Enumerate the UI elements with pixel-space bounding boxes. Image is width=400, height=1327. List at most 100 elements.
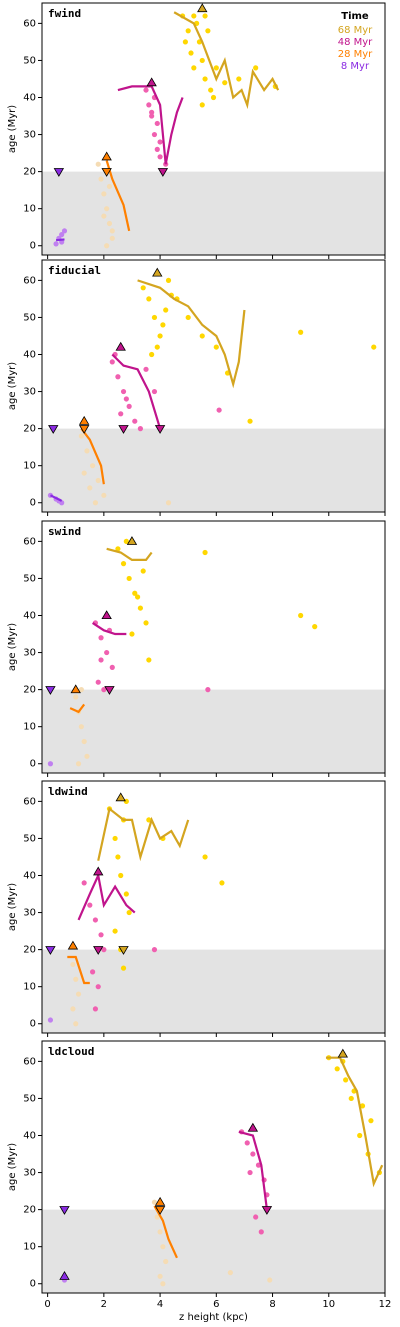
legend-entry: 68 Myr — [338, 25, 373, 36]
y-tick-label: 30 — [23, 387, 36, 398]
point — [146, 296, 152, 302]
point — [151, 388, 158, 395]
point — [149, 109, 155, 115]
point — [92, 500, 99, 506]
point — [149, 113, 155, 119]
y-tick-label: 50 — [23, 55, 36, 66]
median-line — [173, 11, 280, 110]
y-axis-label: age (Myr) — [7, 105, 18, 153]
point — [312, 624, 318, 630]
marker-down — [118, 425, 129, 434]
y-tick-label: 40 — [23, 611, 36, 622]
marker-down — [48, 425, 59, 434]
point — [104, 243, 110, 249]
y-tick-label: 10 — [23, 1242, 36, 1253]
point — [343, 1077, 349, 1083]
point — [140, 285, 146, 291]
point — [348, 1095, 354, 1102]
point — [95, 679, 101, 685]
point — [191, 65, 197, 71]
marker-up — [67, 940, 79, 950]
point — [216, 407, 222, 413]
y-tick-label: 20 — [23, 945, 36, 956]
point — [213, 344, 219, 350]
marker-up — [93, 866, 104, 876]
point — [143, 87, 149, 93]
point — [109, 359, 115, 365]
point — [222, 80, 228, 86]
point — [75, 991, 82, 997]
point — [78, 687, 84, 693]
y-tick-label: 0 — [30, 1279, 36, 1290]
point — [219, 880, 225, 886]
point — [123, 396, 129, 402]
y-tick-label: 20 — [23, 1205, 36, 1216]
y-tick-label: 60 — [23, 275, 36, 286]
point — [244, 1140, 250, 1146]
frame — [41, 520, 386, 774]
point — [70, 961, 76, 968]
x-tick-label: 6 — [213, 1299, 219, 1310]
point — [126, 403, 132, 409]
marker-down — [101, 168, 112, 177]
x-tick-label: 2 — [101, 1299, 107, 1310]
point — [98, 176, 104, 182]
y-axis-label: age (Myr) — [7, 883, 18, 931]
point — [157, 154, 163, 160]
point — [92, 1006, 99, 1012]
point — [78, 433, 84, 439]
x-axis-label: z height (kpc) — [179, 1312, 248, 1323]
point — [236, 76, 242, 82]
point — [146, 102, 152, 108]
point — [227, 1270, 233, 1276]
point — [112, 928, 118, 934]
point — [53, 241, 59, 247]
marker-up — [59, 1271, 70, 1280]
marker-down — [154, 1206, 166, 1215]
point — [70, 1006, 76, 1012]
marker-up — [247, 1122, 259, 1132]
panel-label: swind — [48, 525, 81, 538]
point — [120, 965, 127, 971]
legend-title: Time — [341, 11, 369, 22]
point — [143, 620, 149, 626]
point — [143, 366, 149, 372]
x-tick-label: 4 — [157, 1299, 163, 1310]
panel: 0 10 20 30 40 50 60 age (Myr) ldwind — [7, 780, 386, 1037]
point — [109, 664, 115, 670]
shaded-region — [42, 171, 385, 255]
point — [298, 612, 304, 619]
point — [208, 87, 214, 93]
panel-label: ldcloud — [48, 1045, 94, 1058]
point — [160, 1281, 166, 1287]
median-line — [325, 1056, 384, 1188]
point — [73, 694, 79, 700]
marker-down — [93, 946, 104, 955]
point — [157, 1229, 163, 1235]
point — [126, 575, 132, 582]
y-tick-label: 60 — [23, 796, 36, 807]
point — [123, 538, 129, 544]
point — [112, 835, 118, 842]
y-tick-label: 60 — [23, 1056, 36, 1067]
y-tick-label: 50 — [23, 833, 36, 844]
point — [84, 753, 90, 759]
point — [75, 761, 82, 767]
marker-up — [101, 610, 112, 620]
y-axis-label: age (Myr) — [7, 362, 18, 410]
panel: 0 10 20 30 40 50 60 age (Myr) fiducial — [7, 259, 386, 516]
point — [154, 120, 160, 127]
marker-up — [197, 3, 208, 13]
y-tick-label: 40 — [23, 350, 36, 361]
point — [104, 649, 110, 656]
y-tick-label: 40 — [23, 871, 36, 882]
point — [298, 329, 304, 335]
point — [59, 232, 65, 238]
marker-down — [45, 686, 56, 695]
point — [132, 418, 138, 424]
point — [106, 183, 113, 190]
median-line — [77, 871, 136, 921]
point — [163, 1258, 169, 1265]
marker-down — [59, 1206, 70, 1215]
y-tick-label: 40 — [23, 93, 36, 104]
